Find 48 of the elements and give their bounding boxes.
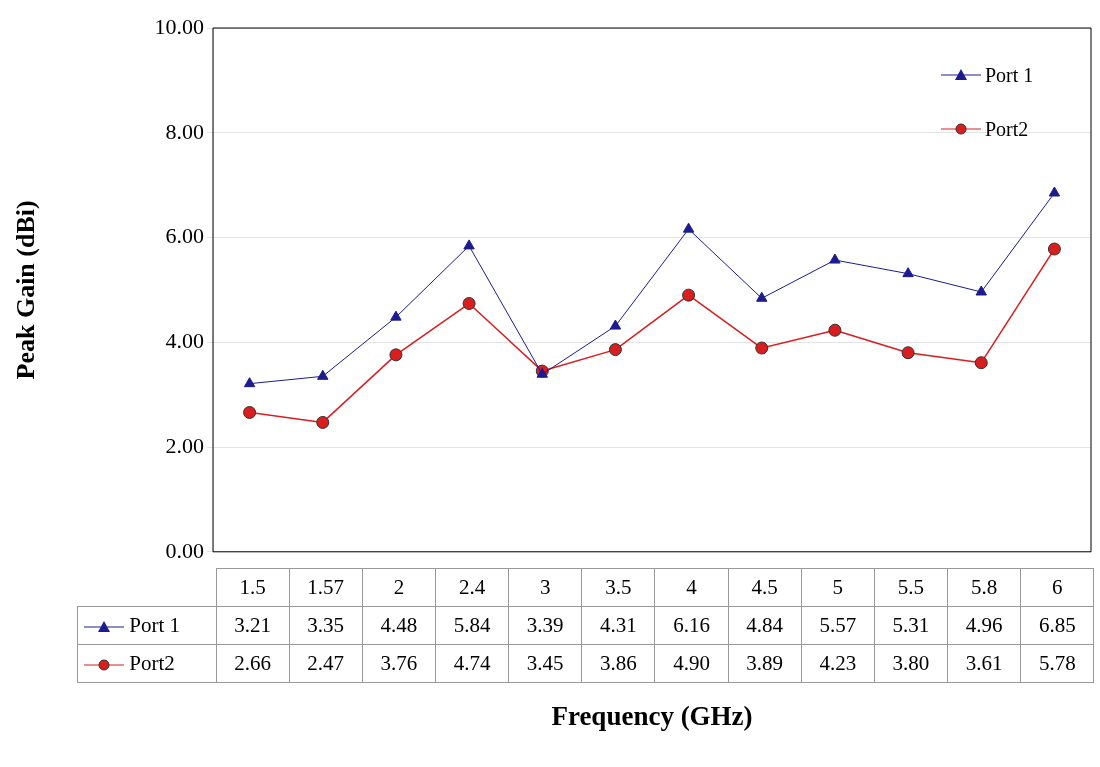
data-label: 3.35: [289, 606, 363, 645]
x-tick-label: 4: [654, 568, 729, 607]
legend-label: Port 1: [985, 63, 1034, 87]
data-label: 3.21: [216, 606, 290, 645]
x-tick-label: 2: [362, 568, 436, 607]
y-tick-label: 8.00: [165, 118, 204, 144]
text: Port 1: [129, 613, 181, 637]
x-tick-label: 2.4: [435, 568, 509, 607]
data-label: 2.66: [216, 644, 290, 683]
data-label: 3.76: [362, 644, 436, 683]
data-label: 5.31: [874, 606, 948, 645]
x-tick-label: 3.5: [581, 568, 655, 607]
x-tick-label: 5.5: [874, 568, 948, 607]
y-tick-label: 2.00: [165, 432, 204, 458]
x-tick-label: 1.57: [289, 568, 363, 607]
x-tick-label: 5: [801, 568, 875, 607]
data-label: 3.80: [874, 644, 948, 683]
y-tick-label: 6.00: [165, 223, 204, 249]
data-label: 5.57: [801, 606, 875, 645]
x-axis-title: Frequency (GHz): [550, 701, 754, 732]
data-label: 3.39: [508, 606, 582, 645]
y-tick-label: 4.00: [165, 328, 204, 354]
x-tick-label: 1.5: [216, 568, 290, 607]
data-label: 3.45: [508, 644, 582, 683]
data-label: 3.61: [947, 644, 1021, 683]
data-label: 5.84: [435, 606, 509, 645]
data-label: 4.31: [581, 606, 655, 645]
data-label: 4.48: [362, 606, 436, 645]
data-label: 6.85: [1020, 606, 1094, 645]
text: Port2: [129, 651, 175, 675]
x-tick-label: 6: [1020, 568, 1094, 607]
y-tick-label: 10.00: [154, 13, 204, 39]
x-tick-label: 5.8: [947, 568, 1021, 607]
data-label: 4.74: [435, 644, 509, 683]
y-axis-title: Peak Gain (dBi): [11, 200, 41, 380]
data-label: 3.86: [581, 644, 655, 683]
x-tick-label: 4.5: [728, 568, 802, 607]
x-tick-label: 3: [508, 568, 582, 607]
data-label: 2.47: [289, 644, 363, 683]
data-label: 4.96: [947, 606, 1021, 645]
data-label: 4.90: [654, 644, 729, 683]
data-label: 4.84: [728, 606, 802, 645]
data-label: 3.89: [728, 644, 802, 683]
data-label: 6.16: [654, 606, 729, 645]
data-label: 4.23: [801, 644, 875, 683]
data-label: 5.78: [1020, 644, 1094, 683]
y-tick-label: 0.00: [165, 537, 204, 563]
legend-label: Port2: [985, 117, 1029, 141]
